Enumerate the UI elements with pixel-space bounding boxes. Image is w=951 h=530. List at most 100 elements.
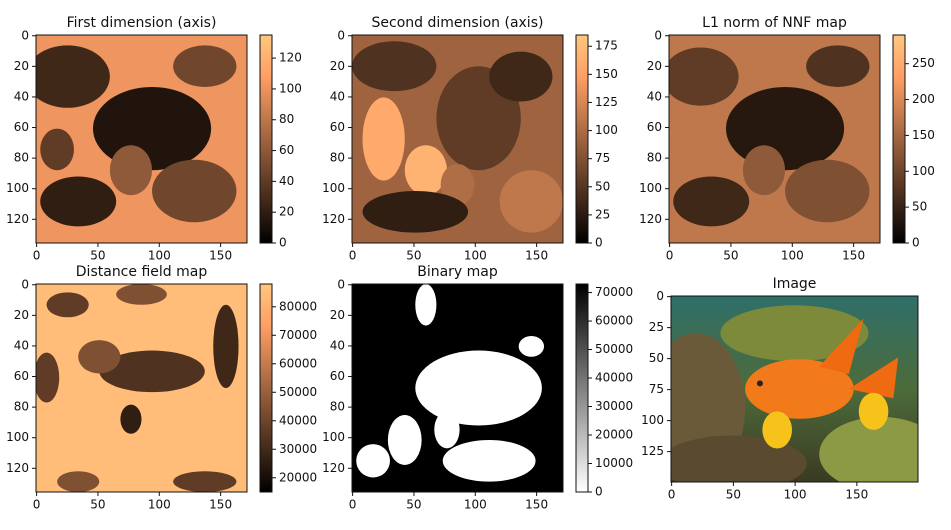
x-tick-label: 50: [726, 488, 741, 502]
fish-fin: [762, 411, 792, 448]
y-tick-label: 50: [649, 351, 664, 365]
image-region: [25, 45, 109, 107]
colorbar: [576, 35, 588, 243]
y-tick-label: 40: [330, 89, 345, 103]
y-tick-label: 60: [330, 120, 345, 134]
panel-title: Second dimension (axis): [372, 15, 544, 31]
y-tick-label: 80: [330, 400, 345, 414]
image-area: [25, 35, 247, 243]
y-tick-label: 80: [330, 151, 345, 165]
image-region: [443, 440, 536, 482]
image-region: [489, 52, 552, 102]
panel-title: Image: [773, 276, 817, 292]
panel: Image0501001500255075100125: [641, 276, 943, 502]
colorbar: [893, 35, 905, 243]
image-region: [819, 417, 943, 491]
x-tick-label: 50: [90, 249, 105, 263]
x-tick-label: 50: [406, 249, 421, 263]
colorbar-tick-label: 60000: [595, 314, 633, 328]
panel-title: First dimension (axis): [67, 15, 217, 31]
x-tick-label: 0: [666, 249, 674, 263]
y-tick-label: 20: [647, 59, 662, 73]
image-region: [519, 336, 544, 357]
x-tick-label: 0: [33, 249, 41, 263]
colorbar-tick-label: 30000: [595, 399, 633, 413]
panel: 20000300004000050000600007000080000Dista…: [6, 264, 317, 512]
chart: 0 20 40 60 80 100 120 First dimension (axis) 0 50…: [0, 0, 951, 530]
image-region: [785, 160, 869, 222]
image-region: [40, 129, 74, 171]
image-region: [663, 47, 739, 105]
image-region: [743, 145, 785, 195]
y-tick-label: 80: [14, 400, 29, 414]
image-area: [663, 35, 880, 243]
colorbar-tick-label: 20: [279, 205, 294, 219]
colorbar: [576, 284, 588, 492]
y-tick-label: 100: [639, 181, 662, 195]
image-region: [57, 471, 99, 492]
y-tick-label: 125: [641, 444, 664, 458]
x-tick-label: 150: [525, 498, 548, 512]
x-tick-label: 150: [209, 249, 232, 263]
colorbar-tick-label: 40000: [279, 413, 317, 427]
image-region: [415, 351, 542, 426]
colorbar-tick-label: 60: [279, 143, 294, 157]
image-region: [173, 471, 236, 492]
colorbar-tick-label: 0: [279, 236, 287, 250]
image-region: [116, 284, 167, 305]
y-tick-label: 100: [6, 181, 29, 195]
y-tick-label: 80: [14, 151, 29, 165]
image-region: [213, 305, 238, 388]
y-tick-label: 0: [337, 28, 345, 42]
x-tick-label: 0: [349, 249, 357, 263]
y-tick-label: 120: [322, 212, 345, 226]
colorbar-tick-label: 150: [912, 128, 935, 142]
image-region: [363, 97, 405, 180]
x-tick-label: 100: [784, 488, 807, 502]
colorbar-tick-label: 20000: [279, 470, 317, 484]
colorbar-tick-label: 100: [595, 123, 618, 137]
x-tick-label: 100: [464, 498, 487, 512]
x-tick-label: 150: [845, 488, 868, 502]
y-tick-label: 120: [639, 212, 662, 226]
colorbar-tick-label: 250: [912, 56, 935, 70]
colorbar-tick-label: 10000: [595, 456, 633, 470]
x-tick-label: 150: [209, 498, 232, 512]
colorbar-tick-label: 125: [595, 95, 618, 109]
panel: 010000200003000040000500006000070000Bina…: [322, 264, 633, 512]
colorbar-tick-label: 120: [279, 51, 302, 65]
image-region: [93, 87, 211, 170]
image-area: [352, 35, 563, 243]
x-tick-label: 100: [148, 249, 171, 263]
y-tick-label: 0: [21, 277, 29, 291]
colorbar-tick-label: 175: [595, 39, 618, 53]
colorbar-tick-label: 80: [279, 112, 294, 126]
y-tick-label: 60: [14, 369, 29, 383]
x-tick-label: 0: [33, 498, 41, 512]
y-tick-label: 20: [330, 59, 345, 73]
colorbar-tick-label: 20000: [595, 428, 633, 442]
x-tick-label: 0: [668, 488, 676, 502]
x-tick-label: 100: [464, 249, 487, 263]
image-region: [120, 405, 141, 434]
fish-fin: [859, 393, 889, 430]
image-region: [434, 411, 459, 448]
x-tick-label: 100: [781, 249, 804, 263]
image-region: [78, 340, 120, 373]
colorbar-tick-label: 40: [279, 174, 294, 188]
y-tick-label: 0: [337, 277, 345, 291]
y-tick-label: 20: [14, 308, 29, 322]
y-tick-label: 60: [14, 120, 29, 134]
colorbar-tick-label: 50: [595, 179, 610, 193]
colorbar-tick-label: 50000: [279, 385, 317, 399]
image-region: [352, 41, 436, 91]
x-tick-label: 150: [525, 249, 548, 263]
panel-title: Distance field map: [76, 264, 208, 280]
colorbar-tick-label: 0: [595, 236, 603, 250]
image-region: [673, 176, 749, 226]
y-tick-label: 0: [654, 28, 662, 42]
y-tick-label: 100: [6, 430, 29, 444]
image-area: [34, 284, 247, 492]
y-tick-label: 40: [14, 338, 29, 352]
